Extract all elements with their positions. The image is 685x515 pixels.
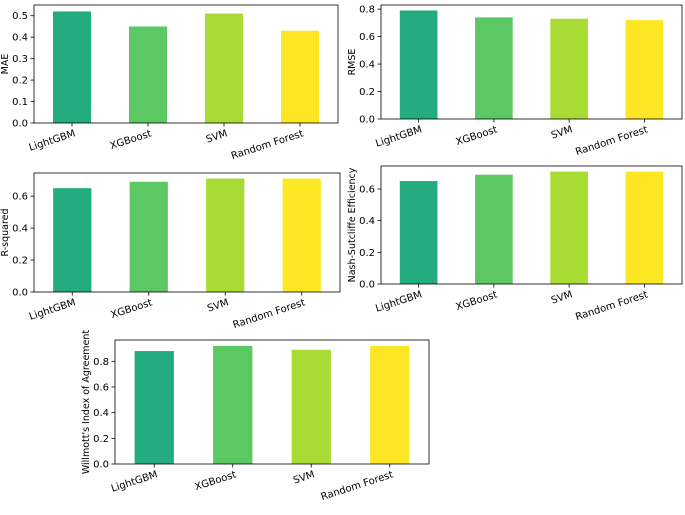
x-tick-label: SVM xyxy=(550,124,574,141)
bar-xgboost xyxy=(213,345,253,464)
y-tick-label: 0.4 xyxy=(359,216,375,227)
chart-panel-5: 0.0 0.2 0.4 0.6 0.8 LightGBM XGBoost SVM Random … xyxy=(81,330,430,503)
bar-xgboost xyxy=(129,181,168,292)
y-tick-label: 0.1 xyxy=(12,97,28,108)
chart-panel-3: 0.0 0.2 0.4 0.6 LightGBM XGBoost SVM Random For… xyxy=(0,172,341,331)
bar-lightgbm xyxy=(399,10,438,120)
y-axis-label: Nash-Sutcliffe Efficiency xyxy=(347,167,358,282)
axes-frame xyxy=(33,172,341,293)
axes-frame xyxy=(114,339,430,465)
bar-svm xyxy=(206,178,245,292)
y-tick-label: 0.5 xyxy=(12,11,28,22)
chart-panel-4: 0.0 0.2 0.4 0.6 LightGBM XGBoost SVM Random For… xyxy=(347,165,683,323)
y-axis-label: RMSE xyxy=(347,49,358,76)
bar-random-forest xyxy=(625,20,664,119)
y-axis-label: MAE xyxy=(0,54,11,75)
bar-random-forest xyxy=(281,30,319,123)
x-tick-label: Random Forest xyxy=(232,297,307,331)
x-tick-label: XGBoost xyxy=(194,469,238,493)
axes-frame xyxy=(380,165,683,285)
x-tick-label: LightGBM xyxy=(28,297,77,322)
bar-lightgbm xyxy=(53,188,92,292)
y-axis-label: R-squared xyxy=(0,208,11,256)
bar-svm xyxy=(291,349,331,464)
y-tick-label: 0.2 xyxy=(12,256,28,267)
y-tick-label: 0.0 xyxy=(12,119,28,130)
bar-xgboost xyxy=(475,174,513,284)
x-tick-label: XGBoost xyxy=(110,297,154,321)
y-tick-label: 0.0 xyxy=(93,460,109,471)
bar-random-forest xyxy=(625,171,664,284)
x-tick-label: SVM xyxy=(550,289,574,306)
bar-lightgbm xyxy=(134,351,174,464)
bar-random-forest xyxy=(370,345,410,464)
y-tick-label: 0.4 xyxy=(93,408,109,419)
axes-frame xyxy=(380,4,683,120)
x-tick-label: SVM xyxy=(292,469,316,486)
bar-svm xyxy=(550,171,588,284)
x-tick-label: SVM xyxy=(205,128,229,145)
bar-lightgbm xyxy=(399,181,438,284)
y-tick-label: 0.0 xyxy=(359,115,375,126)
bar-svm xyxy=(550,18,588,120)
bar-lightgbm xyxy=(53,11,91,123)
y-tick-label: 0.2 xyxy=(12,76,28,87)
y-tick-label: 0.6 xyxy=(12,192,28,203)
x-tick-label: XGBoost xyxy=(455,124,499,148)
x-tick-label: XGBoost xyxy=(109,128,153,152)
y-tick-label: 0.4 xyxy=(12,33,28,44)
chart-panel-2: 0.0 0.2 0.4 0.6 0.8 LightGBM XGBoost SVM Random … xyxy=(347,4,683,158)
y-tick-label: 0.8 xyxy=(359,5,375,16)
x-tick-label: LightGBM xyxy=(28,128,77,153)
bar-xgboost xyxy=(129,26,167,124)
x-tick-label: Random Forest xyxy=(230,128,305,162)
y-axis-label: Willmott's Index of Agreement xyxy=(81,330,92,475)
x-tick-label: LightGBM xyxy=(374,289,423,314)
chart-panel-1: 0.0 0.1 0.2 0.3 0.4 0.5 LightGBM XGBoost SVM Rand… xyxy=(0,4,339,162)
x-tick-label: SVM xyxy=(206,297,230,314)
bar-xgboost xyxy=(475,17,513,119)
x-tick-label: Random Forest xyxy=(320,469,395,503)
x-tick-label: XGBoost xyxy=(455,289,499,313)
bar-svm xyxy=(205,13,243,123)
y-tick-label: 0.8 xyxy=(93,357,109,368)
axes-frame xyxy=(33,4,339,124)
y-tick-label: 0.0 xyxy=(359,280,375,291)
y-tick-label: 0.3 xyxy=(12,54,28,65)
y-tick-label: 0.2 xyxy=(359,248,375,259)
y-tick-label: 0.6 xyxy=(359,184,375,195)
x-tick-label: Random Forest xyxy=(574,124,649,158)
y-tick-label: 0.0 xyxy=(12,288,28,299)
y-tick-label: 0.6 xyxy=(359,32,375,43)
y-tick-label: 0.2 xyxy=(93,434,109,445)
x-tick-label: LightGBM xyxy=(374,124,423,149)
bar-random-forest xyxy=(282,178,321,292)
x-tick-label: LightGBM xyxy=(110,469,159,494)
x-tick-label: Random Forest xyxy=(574,289,649,323)
y-tick-label: 0.6 xyxy=(93,382,109,393)
y-tick-label: 0.2 xyxy=(359,87,375,98)
y-tick-label: 0.4 xyxy=(359,60,375,71)
y-tick-label: 0.4 xyxy=(12,224,28,235)
